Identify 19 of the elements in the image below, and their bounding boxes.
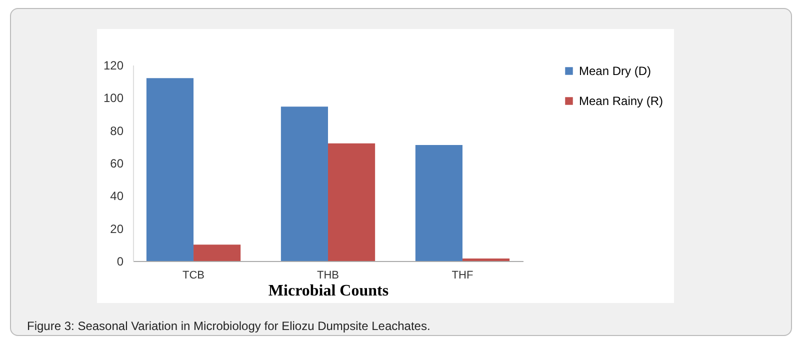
bar (280, 106, 328, 261)
x-tick-label: THB (317, 270, 339, 282)
y-tick-label: 40 (110, 189, 124, 204)
bar (328, 143, 376, 261)
x-axis-title: Microbial Counts (268, 282, 389, 300)
y-tick-label: 20 (110, 222, 124, 236)
legend-label: Mean Dry (D) (579, 64, 652, 78)
caption: Figure 3: Seasonal Variation in Microbiology for Eliozu Dumpsite Leachates. (27, 319, 430, 333)
y-tick-label: 60 (110, 156, 124, 170)
x-tick-label: TCB (182, 270, 205, 282)
y-tick-label: 0 (116, 254, 124, 268)
y-tick-label: 80 (110, 124, 124, 138)
y-tick-label: 120 (103, 58, 124, 72)
x-tick-label: THF (452, 270, 474, 282)
legend-label: Mean Rainy (R) (579, 94, 664, 108)
bar (194, 244, 241, 261)
y-tick-label: 100 (103, 91, 124, 106)
bar (415, 145, 462, 261)
bar (146, 78, 194, 261)
